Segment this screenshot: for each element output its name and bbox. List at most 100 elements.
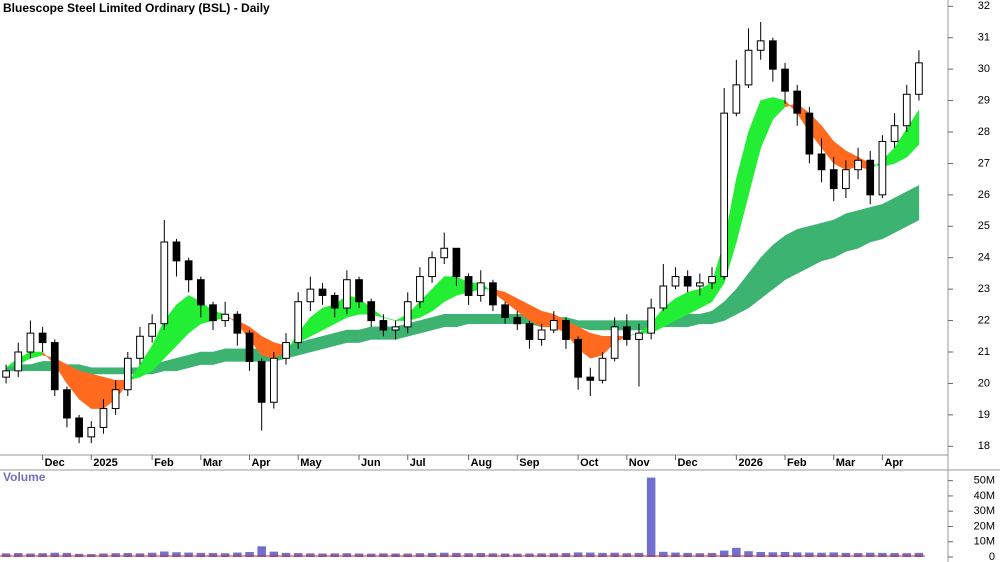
- volume-bar: [841, 552, 851, 557]
- candle-body: [854, 159, 862, 171]
- chart-title: Bluescope Steel Limited Ordinary (BSL) -…: [3, 1, 270, 15]
- y-tick-label: 25: [978, 220, 990, 232]
- volume-bar: [403, 553, 412, 557]
- candle-body: [513, 316, 522, 325]
- ma-ribbon: [590, 332, 603, 359]
- volume-bar: [62, 552, 72, 557]
- candle-body: [306, 288, 315, 303]
- volume-bar: [366, 553, 376, 557]
- volume-bar: [671, 552, 680, 557]
- volume-bar: [415, 553, 425, 557]
- x-tick-label: Mar: [836, 457, 856, 469]
- candle-body: [708, 276, 716, 284]
- candle-body: [38, 332, 47, 344]
- x-tick-label: Aug: [471, 457, 492, 469]
- y-tick-label: 18: [978, 440, 990, 452]
- ma-ribbon: [882, 197, 895, 240]
- ma-ribbon: [103, 367, 116, 375]
- y-tick-label: 50M: [974, 475, 995, 487]
- candle-body: [915, 62, 923, 95]
- candle-body: [233, 313, 242, 334]
- volume-bar: [172, 552, 181, 557]
- candle-body: [501, 304, 509, 318]
- ma-ribbon: [809, 222, 822, 268]
- volume-bar: [257, 546, 266, 557]
- volume-bar: [573, 552, 583, 557]
- volume-bar: [865, 552, 875, 557]
- candle-body: [403, 301, 412, 328]
- candle-body: [196, 279, 205, 306]
- candle-body: [123, 357, 132, 391]
- volume-bar: [659, 551, 668, 557]
- candle-body: [50, 342, 59, 391]
- candle-body: [671, 276, 680, 287]
- candle-body: [902, 93, 911, 127]
- x-tick-label: Apr: [884, 457, 904, 469]
- y-tick-label: 23: [978, 283, 990, 295]
- candle-body: [866, 159, 875, 196]
- volume-bar: [13, 553, 23, 557]
- y-tick-label: 26: [978, 189, 990, 201]
- candle-body: [781, 68, 789, 92]
- volume-bar: [123, 553, 133, 557]
- ma-ribbon: [91, 373, 104, 409]
- volume-bar: [537, 553, 546, 557]
- ma-ribbon: [869, 203, 883, 243]
- volume-bar: [646, 477, 656, 557]
- volume-bar: [586, 552, 595, 557]
- y-tick-label: 10M: [974, 536, 995, 548]
- candle-body: [99, 408, 108, 428]
- volume-bar: [160, 551, 169, 557]
- candle-body: [87, 426, 96, 438]
- y-tick-label: 22: [978, 314, 990, 326]
- candle-body: [343, 279, 351, 309]
- volume-bar: [196, 552, 206, 557]
- candle-body: [416, 276, 424, 303]
- x-tick-label: Jun: [361, 457, 381, 469]
- candle-body: [549, 320, 558, 331]
- volume-bar: [780, 551, 790, 557]
- volume-bar: [610, 552, 619, 557]
- candle-body: [489, 282, 497, 306]
- x-tick-label: Oct: [580, 457, 599, 469]
- candle-body: [635, 332, 643, 340]
- ma-ribbon: [346, 329, 360, 343]
- volume-bar: [342, 553, 352, 557]
- volume-bar: [147, 552, 157, 557]
- volume-bar: [744, 551, 753, 557]
- volume-bar: [464, 553, 473, 557]
- volume-bar: [805, 552, 814, 557]
- candle-body: [318, 288, 327, 296]
- candle-body: [720, 112, 729, 278]
- volume-bar: [26, 553, 35, 557]
- ma-ribbon: [906, 109, 920, 158]
- candle-body: [598, 357, 607, 381]
- candle-body: [294, 301, 303, 344]
- volume-bar: [379, 553, 388, 557]
- volume-bar: [902, 553, 912, 557]
- x-tick-label: Sep: [519, 457, 539, 469]
- ma-ribbon: [224, 348, 238, 362]
- volume-bar: [914, 552, 924, 557]
- ma-ribbon: [857, 207, 871, 249]
- y-tick-label: 40M: [974, 490, 995, 502]
- volume-bar: [853, 553, 863, 557]
- candle-body: [805, 112, 814, 155]
- ma-ribbon: [590, 320, 603, 331]
- candle-body: [525, 323, 534, 340]
- ma-ribbon: [91, 367, 104, 375]
- ma-ribbon: [784, 229, 798, 281]
- x-tick-label: Mar: [203, 457, 223, 469]
- volume-title: Volume: [3, 470, 46, 484]
- y-tick-label: 31: [978, 32, 990, 44]
- volume-bar: [220, 553, 230, 557]
- volume-bar: [318, 553, 327, 557]
- ma-ribbon: [796, 225, 810, 274]
- y-tick-label: 21: [978, 346, 990, 358]
- candle-body: [829, 169, 838, 190]
- candle-body: [769, 40, 777, 70]
- volume-bar: [111, 553, 120, 557]
- candle-body: [756, 40, 765, 51]
- volume-bar: [768, 552, 778, 557]
- x-tick-label: 2025: [93, 457, 117, 469]
